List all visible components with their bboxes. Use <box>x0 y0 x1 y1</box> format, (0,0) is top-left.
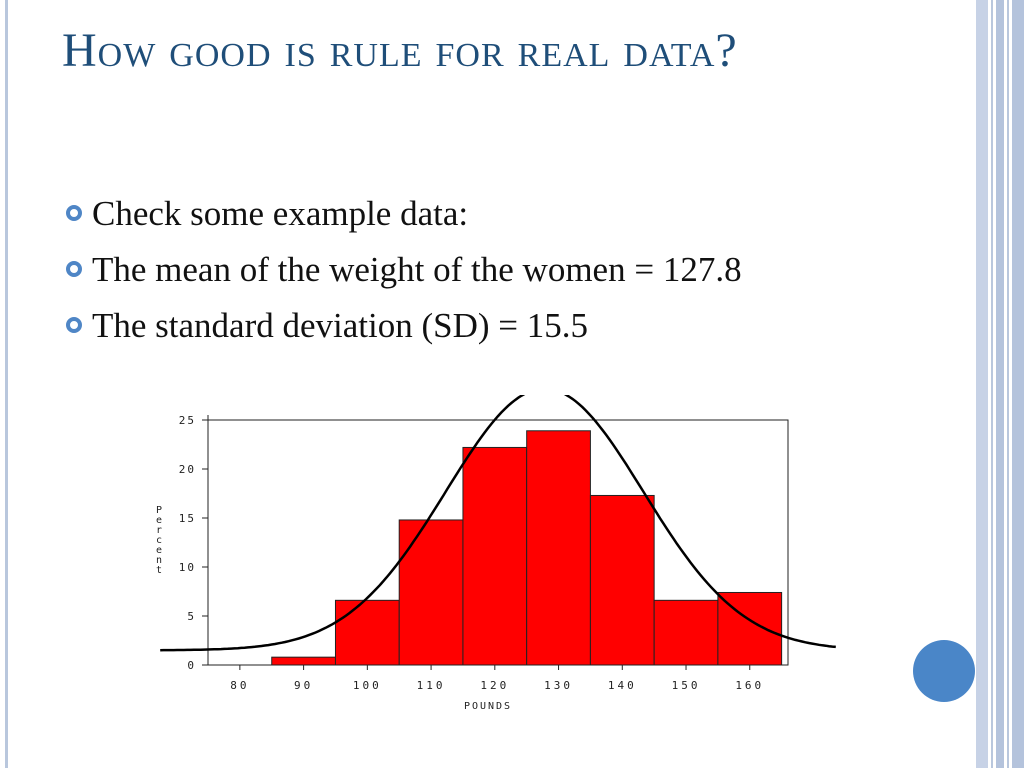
histogram-bar <box>398 519 464 666</box>
x-tick-label: 160 <box>735 679 764 692</box>
x-tick-label: 80 <box>230 679 249 692</box>
decorative-circle <box>913 640 975 702</box>
histogram-bar <box>653 599 719 666</box>
x-tick-label: 90 <box>294 679 313 692</box>
histogram-bar <box>589 494 655 666</box>
histogram-bar <box>271 656 336 666</box>
bullet-marker-icon <box>66 317 82 333</box>
bullet-text: Check some example data: <box>92 194 469 233</box>
bullet-text: The mean of the weight of the women = 12… <box>92 250 742 289</box>
x-tick-label: 110 <box>417 679 446 692</box>
normal-curve-line <box>160 395 836 652</box>
bullet-item: The mean of the weight of the women = 12… <box>66 242 742 298</box>
x-tick-label: 150 <box>672 679 701 692</box>
histogram-chart: 0 5 10 15 20 25 80 90 100 110 120 130 140 150 160 POUND… <box>156 395 836 712</box>
bullet-list: Check some example data: The mean of the… <box>66 186 742 354</box>
bullet-marker-icon <box>66 261 82 277</box>
slide-left-border <box>0 0 14 768</box>
x-axis-label: POUNDS <box>464 701 512 712</box>
slide-title: How good is rule for real data? <box>62 24 738 77</box>
x-tick-label: 140 <box>608 679 637 692</box>
y-tick-label: 5 <box>187 610 196 623</box>
y-tick-label: 0 <box>187 659 196 672</box>
bullet-item: The standard deviation (SD) = 15.5 <box>66 298 742 354</box>
y-tick-label: 25 <box>179 414 196 427</box>
x-tick-label: 130 <box>544 679 573 692</box>
histogram-bar <box>462 446 528 666</box>
bullet-text: The standard deviation (SD) = 15.5 <box>92 306 589 345</box>
histogram-bar <box>526 430 591 666</box>
histogram-bar <box>334 599 400 666</box>
bullet-item: Check some example data: <box>66 186 742 242</box>
y-tick-label: 20 <box>179 463 196 476</box>
y-tick-label: 10 <box>179 561 196 574</box>
decorative-stripes <box>976 0 1024 768</box>
bullet-marker-icon <box>66 205 82 221</box>
x-tick-label: 120 <box>480 679 509 692</box>
y-tick-label: 15 <box>179 512 196 525</box>
x-tick-label: 100 <box>353 679 382 692</box>
